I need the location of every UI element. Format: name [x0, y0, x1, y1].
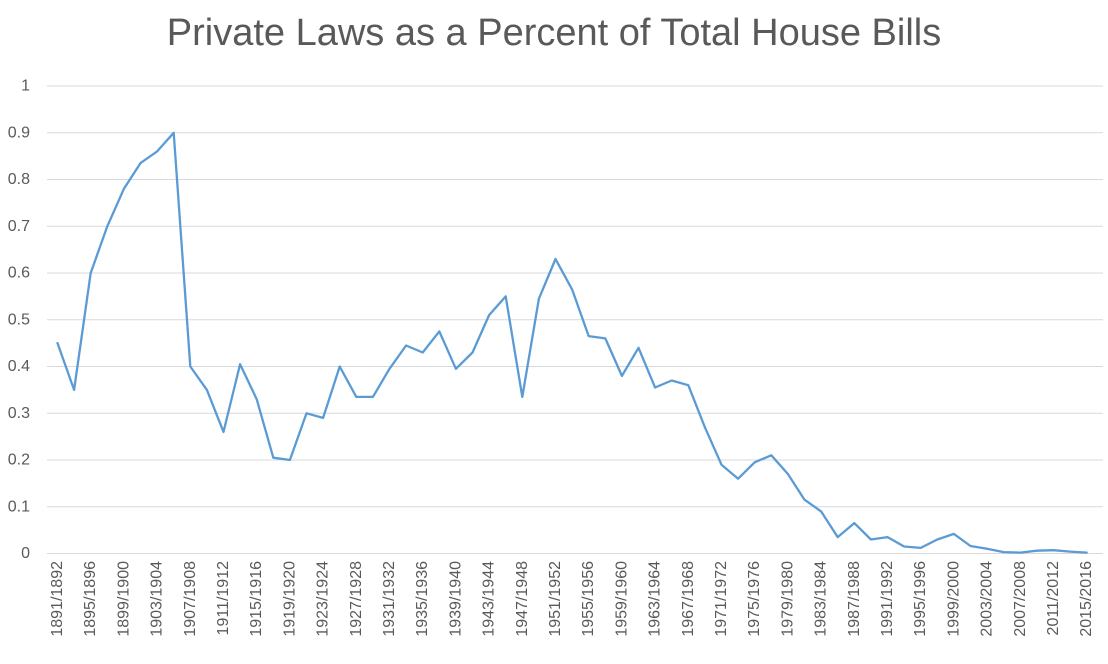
x-tick-label: 1935/1936 [414, 561, 431, 637]
x-tick-label: 1971/1972 [713, 561, 730, 637]
data-line [56, 131, 1088, 554]
x-tick-label: 1919/1920 [281, 561, 298, 637]
x-tick-label: 1955/1956 [580, 561, 597, 637]
x-tick-label: 1911/1912 [215, 561, 232, 636]
x-tick-label: 1915/1916 [248, 561, 265, 637]
x-tick-label: 1999/2000 [945, 561, 962, 637]
x-tick-label: 1983/1984 [813, 561, 830, 637]
x-tick-label: 1995/1996 [912, 561, 929, 637]
x-tick-label: 1899/1900 [115, 561, 132, 637]
x-tick-label: 1939/1940 [447, 561, 464, 637]
y-tick-label: 0 [21, 545, 30, 562]
y-tick-label: 0.8 [8, 171, 30, 188]
y-tick-label: 0.1 [8, 498, 30, 515]
x-tick-label: 2011/2012 [1045, 561, 1062, 636]
x-tick-label: 1895/1896 [82, 561, 99, 637]
x-tick-label: 1903/1904 [149, 561, 166, 637]
x-tick-label: 1927/1928 [348, 561, 365, 637]
x-tick-label: 1891/1892 [49, 561, 66, 637]
x-tick-label: 1951/1952 [547, 561, 564, 637]
x-tick-label: 1991/1992 [879, 561, 896, 637]
y-tick-label: 0.4 [8, 358, 30, 375]
x-tick-label: 1967/1968 [680, 561, 697, 637]
x-tick-label: 2003/2004 [979, 561, 996, 637]
x-tick-label: 1943/1944 [481, 561, 498, 637]
x-tick-label: 1987/1988 [846, 561, 863, 637]
x-tick-label: 1979/1980 [779, 561, 796, 637]
y-tick-label: 0.6 [8, 265, 30, 282]
x-tick-label: 2015/2016 [1078, 561, 1095, 637]
x-tick-label: 1947/1948 [514, 561, 531, 637]
y-tick-label: 0.9 [8, 124, 30, 141]
y-tick-label: 0.2 [8, 452, 30, 469]
x-tick-label: 1963/1964 [647, 561, 664, 637]
chart-title: Private Laws as a Percent of Total House… [166, 12, 942, 54]
x-tick-label: 2007/2008 [1012, 561, 1029, 637]
x-tick-label: 1959/1960 [613, 561, 630, 637]
y-tick-label: 0.5 [8, 311, 30, 328]
y-tick-label: 0.3 [8, 405, 30, 422]
x-tick-label: 1923/1924 [315, 561, 332, 637]
x-tick-label: 1907/1908 [182, 561, 199, 637]
y-tick-label: 1 [21, 78, 30, 95]
y-tick-label: 0.7 [8, 218, 30, 235]
x-tick-label: 1975/1976 [746, 561, 763, 637]
x-tick-label: 1931/1932 [381, 561, 398, 637]
